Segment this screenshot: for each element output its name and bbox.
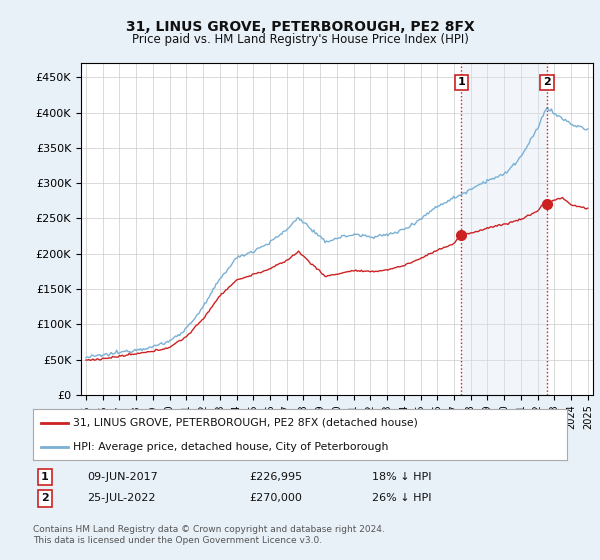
Text: 31, LINUS GROVE, PETERBOROUGH, PE2 8FX (detached house): 31, LINUS GROVE, PETERBOROUGH, PE2 8FX (…: [73, 418, 418, 428]
Text: 26% ↓ HPI: 26% ↓ HPI: [372, 493, 431, 503]
Text: HPI: Average price, detached house, City of Peterborough: HPI: Average price, detached house, City…: [73, 442, 388, 452]
Text: £226,995: £226,995: [249, 472, 302, 482]
Bar: [461, 63, 547, 395]
Text: 1: 1: [457, 77, 465, 87]
Text: 18% ↓ HPI: 18% ↓ HPI: [372, 472, 431, 482]
Text: £270,000: £270,000: [249, 493, 302, 503]
Text: 31, LINUS GROVE, PETERBOROUGH, PE2 8FX: 31, LINUS GROVE, PETERBOROUGH, PE2 8FX: [125, 20, 475, 34]
Text: 2: 2: [41, 493, 49, 503]
Text: Price paid vs. HM Land Registry's House Price Index (HPI): Price paid vs. HM Land Registry's House …: [131, 32, 469, 46]
Text: Contains HM Land Registry data © Crown copyright and database right 2024.
This d: Contains HM Land Registry data © Crown c…: [33, 525, 385, 545]
Text: 1: 1: [41, 472, 49, 482]
Text: 25-JUL-2022: 25-JUL-2022: [87, 493, 155, 503]
Text: 2: 2: [543, 77, 551, 87]
Text: 09-JUN-2017: 09-JUN-2017: [87, 472, 158, 482]
